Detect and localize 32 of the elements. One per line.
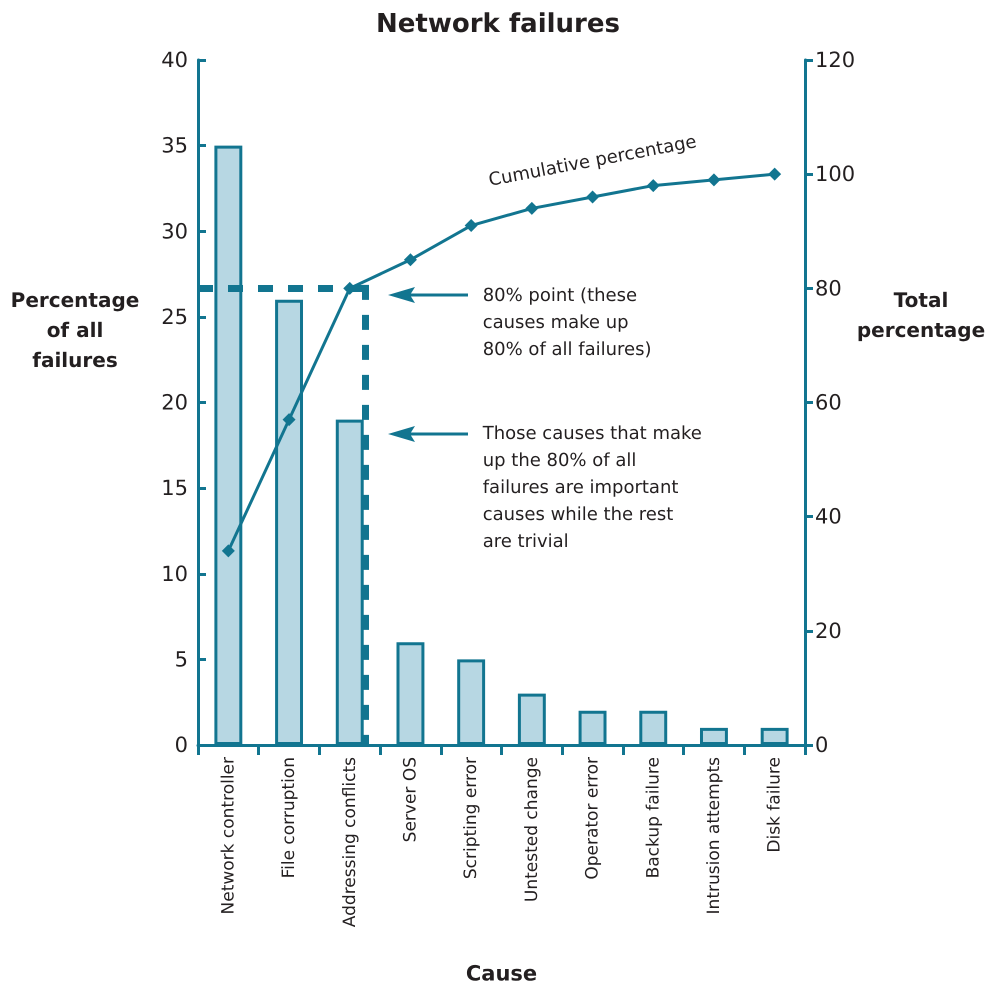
- x-tick-label: Backup failure: [643, 757, 664, 878]
- y-tick-label: 40: [161, 48, 188, 72]
- y2-tick-label: 80: [815, 276, 842, 300]
- x-tick-label: Intrusion attempts: [704, 756, 724, 914]
- chart-title: Network failures: [376, 9, 620, 39]
- y-tick-label: 15: [161, 476, 188, 500]
- y-tick-label: 0: [174, 733, 188, 757]
- y2-tick-label: 0: [815, 733, 828, 757]
- x-tick-label: Operator error: [582, 756, 603, 880]
- x-tick-label: Addressing conflicts: [340, 756, 360, 928]
- y2-tick-label: 120: [815, 48, 856, 72]
- y-tick-label: 30: [161, 219, 188, 244]
- x-tick-label: File corruption: [279, 757, 300, 878]
- y2-tick-label: 100: [815, 162, 856, 186]
- x-tick-label: Scripting error: [461, 756, 482, 880]
- annotation: Those causes that make up the 80% of all failures are important causes while the rest are trivial: [482, 422, 703, 554]
- y-tick-label: 20: [161, 390, 188, 414]
- y-tick-label: 35: [161, 134, 188, 158]
- y2-tick-label: 40: [815, 504, 842, 529]
- x-tick-label: Server OS: [400, 757, 420, 842]
- x-tick-label: Network controller: [218, 756, 238, 914]
- x-tick-label: Untested change: [522, 757, 542, 902]
- y-tick-label: 5: [174, 647, 188, 672]
- y-tick-label: 10: [161, 562, 188, 586]
- x-tick-label: Disk failure: [764, 757, 785, 853]
- y2-tick-label: 60: [815, 390, 842, 414]
- y2-axis-title: Total percentage: [856, 287, 986, 344]
- y-axis-title: Percentage of all failures: [10, 287, 140, 374]
- y2-tick-label: 20: [815, 618, 842, 643]
- x-axis-title: Cause: [466, 962, 538, 986]
- annotation: 80% point (these causes make up 80% of all failures): [482, 284, 653, 362]
- y-tick-label: 25: [161, 304, 188, 329]
